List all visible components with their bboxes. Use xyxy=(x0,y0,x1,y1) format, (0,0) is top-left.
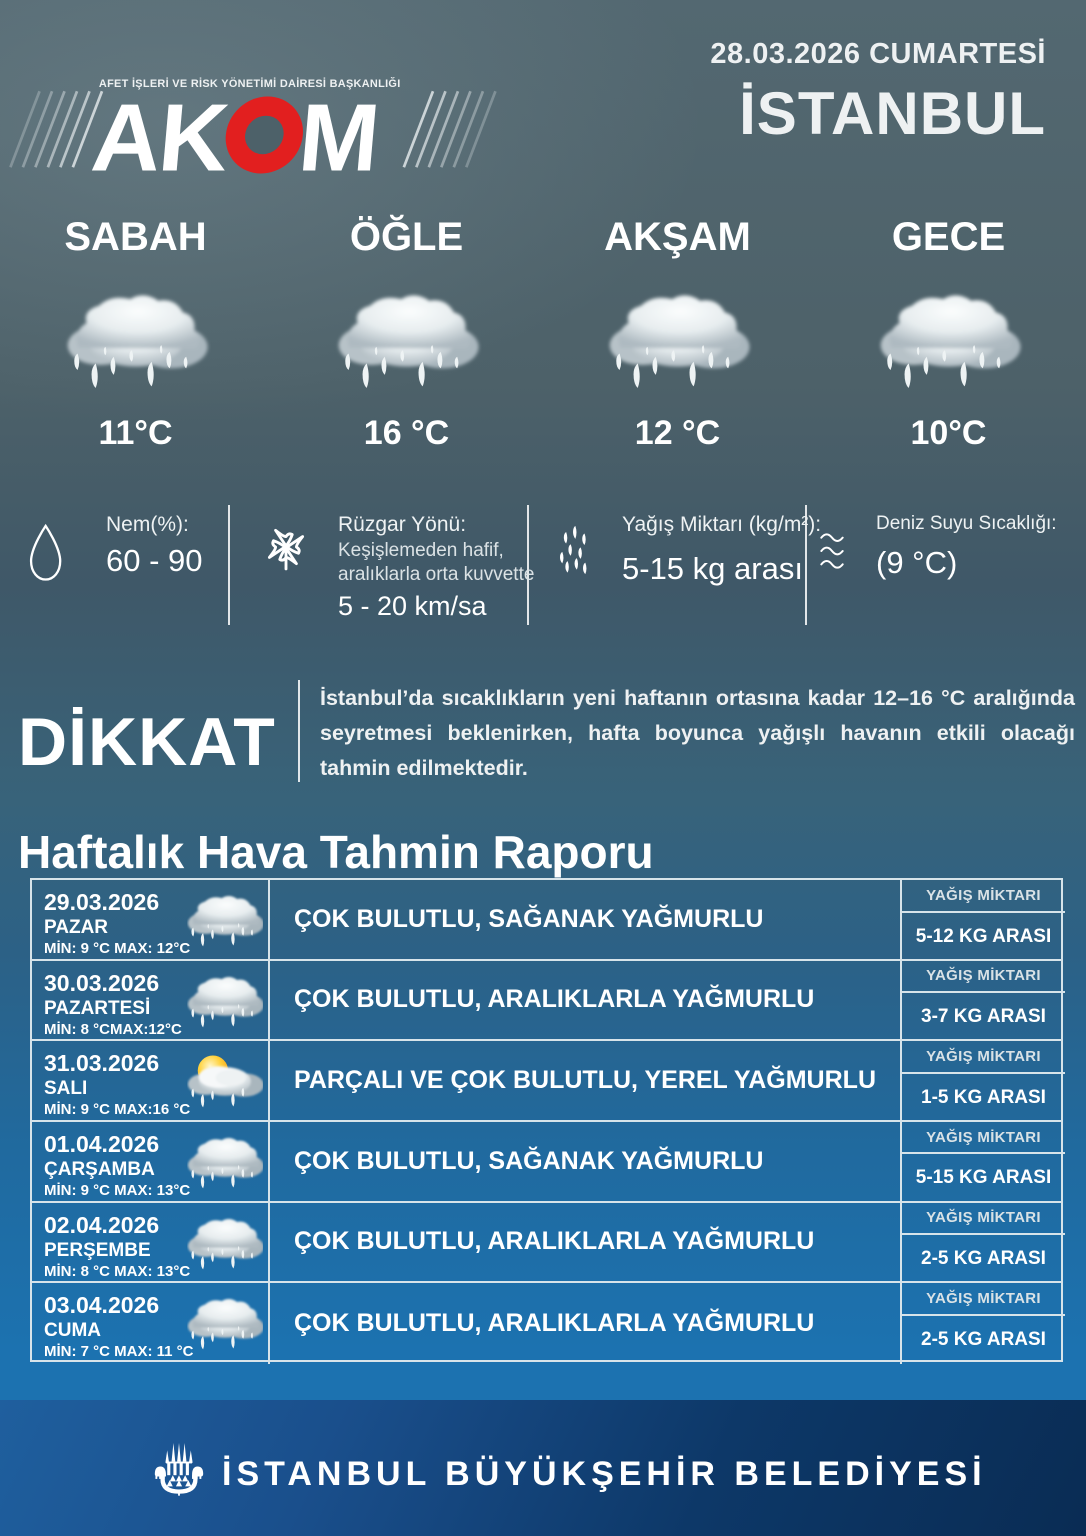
svg-text:AK: AK xyxy=(88,85,233,183)
svg-text:M: M xyxy=(295,85,382,183)
